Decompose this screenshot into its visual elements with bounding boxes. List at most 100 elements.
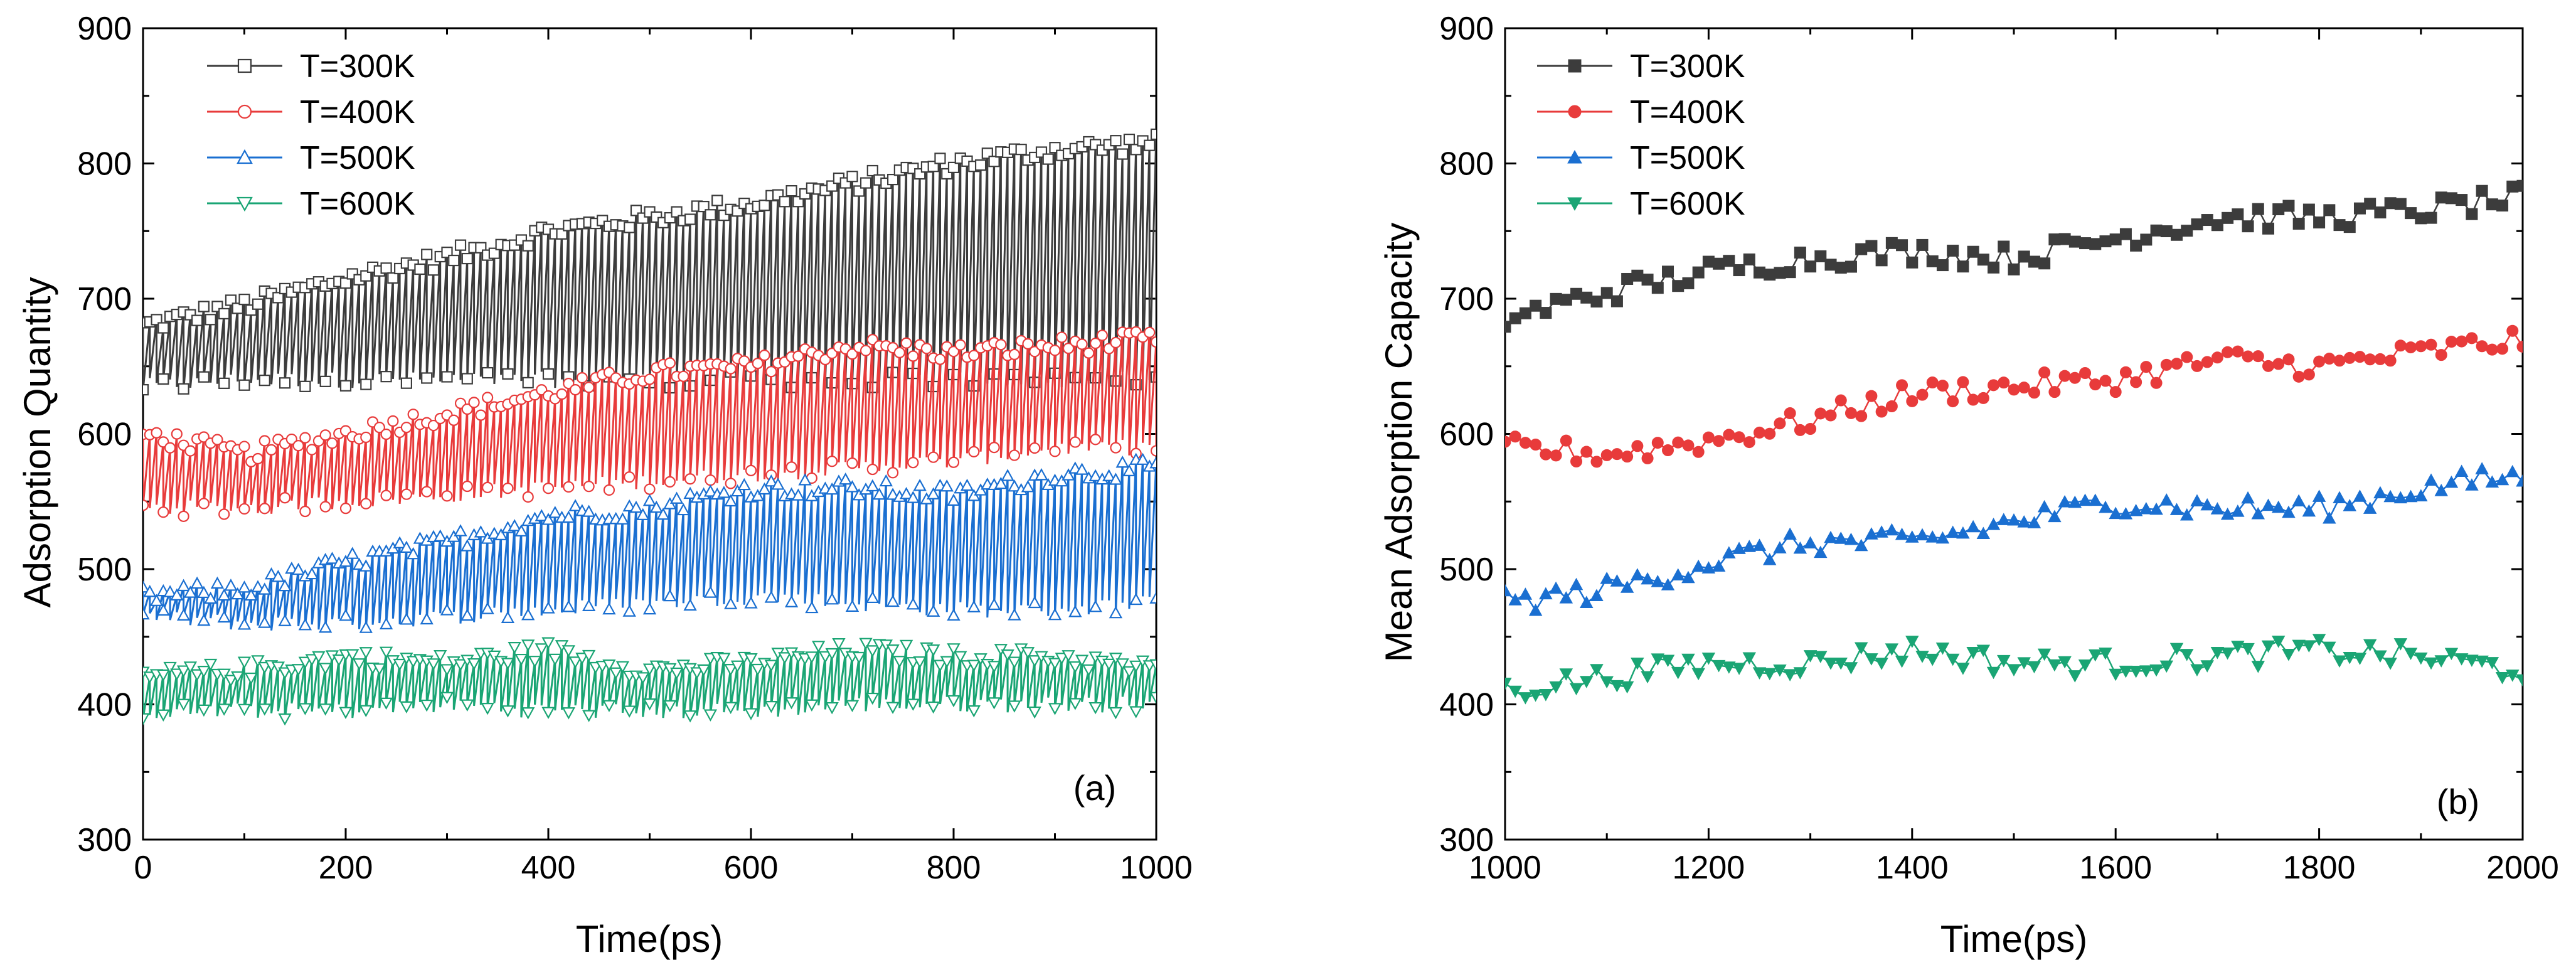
data-point [380, 262, 392, 274]
series-T500 [1505, 462, 2523, 616]
data-point [481, 703, 494, 715]
data-point [866, 463, 878, 476]
data-point [967, 600, 981, 612]
data-point [224, 579, 238, 591]
data-point [2272, 203, 2285, 216]
y-tick-label: 300 [1439, 822, 1494, 858]
data-point [400, 612, 413, 625]
data-point [238, 379, 250, 391]
data-point [907, 350, 919, 362]
data-point [2191, 218, 2203, 231]
data-point [866, 164, 878, 177]
data-point [2444, 475, 2459, 488]
data-point [2181, 351, 2193, 363]
data-point [1505, 321, 1511, 333]
data-point [1508, 685, 1522, 698]
data-point [1610, 295, 1623, 307]
data-point [359, 647, 373, 659]
data-point [725, 363, 737, 375]
data-point [339, 380, 352, 392]
data-point [522, 240, 534, 252]
data-point [664, 357, 676, 369]
data-point [2506, 464, 2520, 478]
data-point [434, 650, 447, 663]
data-point [1110, 135, 1122, 147]
data-point [258, 616, 272, 628]
series-T600 [143, 637, 1156, 726]
data-point [1008, 479, 1021, 492]
data-point [947, 608, 961, 621]
data-point [1008, 449, 1021, 461]
data-point [1088, 600, 1102, 612]
legend-label: T=500K [300, 140, 415, 176]
data-point [582, 505, 596, 517]
data-point [872, 487, 886, 500]
data-point [373, 663, 386, 676]
data-point [2099, 375, 2112, 387]
data-point [440, 603, 454, 616]
data-point [1048, 607, 1062, 621]
data-point [845, 480, 860, 493]
data-point [211, 434, 223, 446]
data-point [1015, 144, 1027, 156]
data-point [2506, 180, 2519, 193]
data-point [508, 519, 521, 531]
data-point [2343, 652, 2357, 665]
data-point [1976, 526, 1991, 540]
y-tick-label: 900 [77, 11, 132, 47]
data-point [2415, 212, 2427, 225]
data-point [1793, 541, 1807, 554]
panel-0-plot: 0 200 400 600 800 1000 300 400 500 600 700 800 900 T=… [77, 11, 1193, 886]
legend-label: T=300K [300, 48, 415, 85]
data-point [379, 697, 393, 710]
data-point [615, 661, 630, 673]
legend-marker [237, 149, 253, 164]
data-point [2109, 386, 2122, 398]
data-point [1784, 266, 1796, 279]
data-point [583, 382, 595, 393]
data-point [556, 228, 568, 240]
data-point [2262, 360, 2274, 372]
data-point [2179, 649, 2194, 661]
data-point [2445, 192, 2457, 205]
data-point [325, 552, 339, 564]
data-point [568, 656, 582, 669]
data-point [636, 508, 650, 520]
data-point [1895, 527, 1909, 540]
data-point [163, 661, 177, 675]
data-point [798, 473, 812, 486]
data-point [866, 645, 880, 658]
data-point [569, 384, 582, 396]
data-point [1518, 692, 1533, 705]
data-point [1752, 667, 1767, 680]
data-point [258, 503, 270, 515]
data-point [1662, 265, 1674, 278]
panel-b: 1000 1200 1400 1600 1800 2000 300 400 500 600 700 8… [1378, 11, 2559, 960]
data-point [2028, 387, 2040, 399]
panel-1-plot: 1000 1200 1400 1600 1800 2000 300 400 500 600 700 8… [1439, 11, 2559, 886]
data-point [2171, 358, 2183, 370]
data-point [1651, 437, 1664, 449]
data-point [1069, 436, 1081, 448]
data-point [2454, 464, 2469, 477]
data-point [2252, 203, 2264, 215]
data-point [1692, 266, 1705, 279]
data-point [2456, 335, 2468, 348]
data-point [2160, 358, 2173, 371]
data-point [1569, 577, 1583, 590]
data-point [1988, 379, 2000, 392]
data-point [413, 531, 427, 544]
data-point [1550, 292, 1562, 305]
data-point [711, 195, 723, 206]
data-point [400, 540, 413, 553]
data-point [198, 498, 210, 510]
data-point [279, 377, 291, 389]
data-point [1123, 134, 1136, 146]
data-point [825, 648, 839, 661]
data-point [2261, 640, 2275, 653]
data-point [2058, 233, 2071, 245]
data-point [2475, 462, 2489, 474]
data-point [1102, 469, 1116, 481]
data-point [678, 370, 689, 382]
data-point [745, 464, 757, 477]
